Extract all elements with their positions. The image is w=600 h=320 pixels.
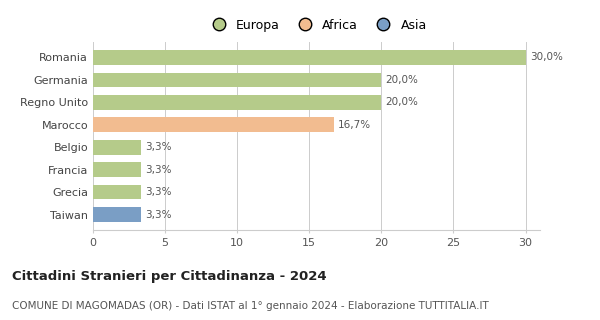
Text: 20,0%: 20,0% bbox=[386, 75, 419, 85]
Text: COMUNE DI MAGOMADAS (OR) - Dati ISTAT al 1° gennaio 2024 - Elaborazione TUTTITAL: COMUNE DI MAGOMADAS (OR) - Dati ISTAT al… bbox=[12, 301, 489, 311]
Text: 3,3%: 3,3% bbox=[145, 210, 172, 220]
Text: 3,3%: 3,3% bbox=[145, 142, 172, 152]
Bar bbox=[93, 117, 334, 132]
Text: 3,3%: 3,3% bbox=[145, 187, 172, 197]
Bar bbox=[93, 140, 140, 155]
Bar bbox=[93, 185, 140, 199]
Text: 16,7%: 16,7% bbox=[338, 120, 371, 130]
Bar bbox=[93, 207, 140, 222]
Bar bbox=[93, 73, 382, 87]
Text: Cittadini Stranieri per Cittadinanza - 2024: Cittadini Stranieri per Cittadinanza - 2… bbox=[12, 270, 326, 284]
Legend: Europa, Africa, Asia: Europa, Africa, Asia bbox=[201, 14, 432, 37]
Bar bbox=[93, 95, 382, 110]
Bar bbox=[93, 162, 140, 177]
Text: 30,0%: 30,0% bbox=[530, 52, 563, 62]
Bar bbox=[93, 50, 526, 65]
Text: 3,3%: 3,3% bbox=[145, 165, 172, 175]
Text: 20,0%: 20,0% bbox=[386, 97, 419, 107]
